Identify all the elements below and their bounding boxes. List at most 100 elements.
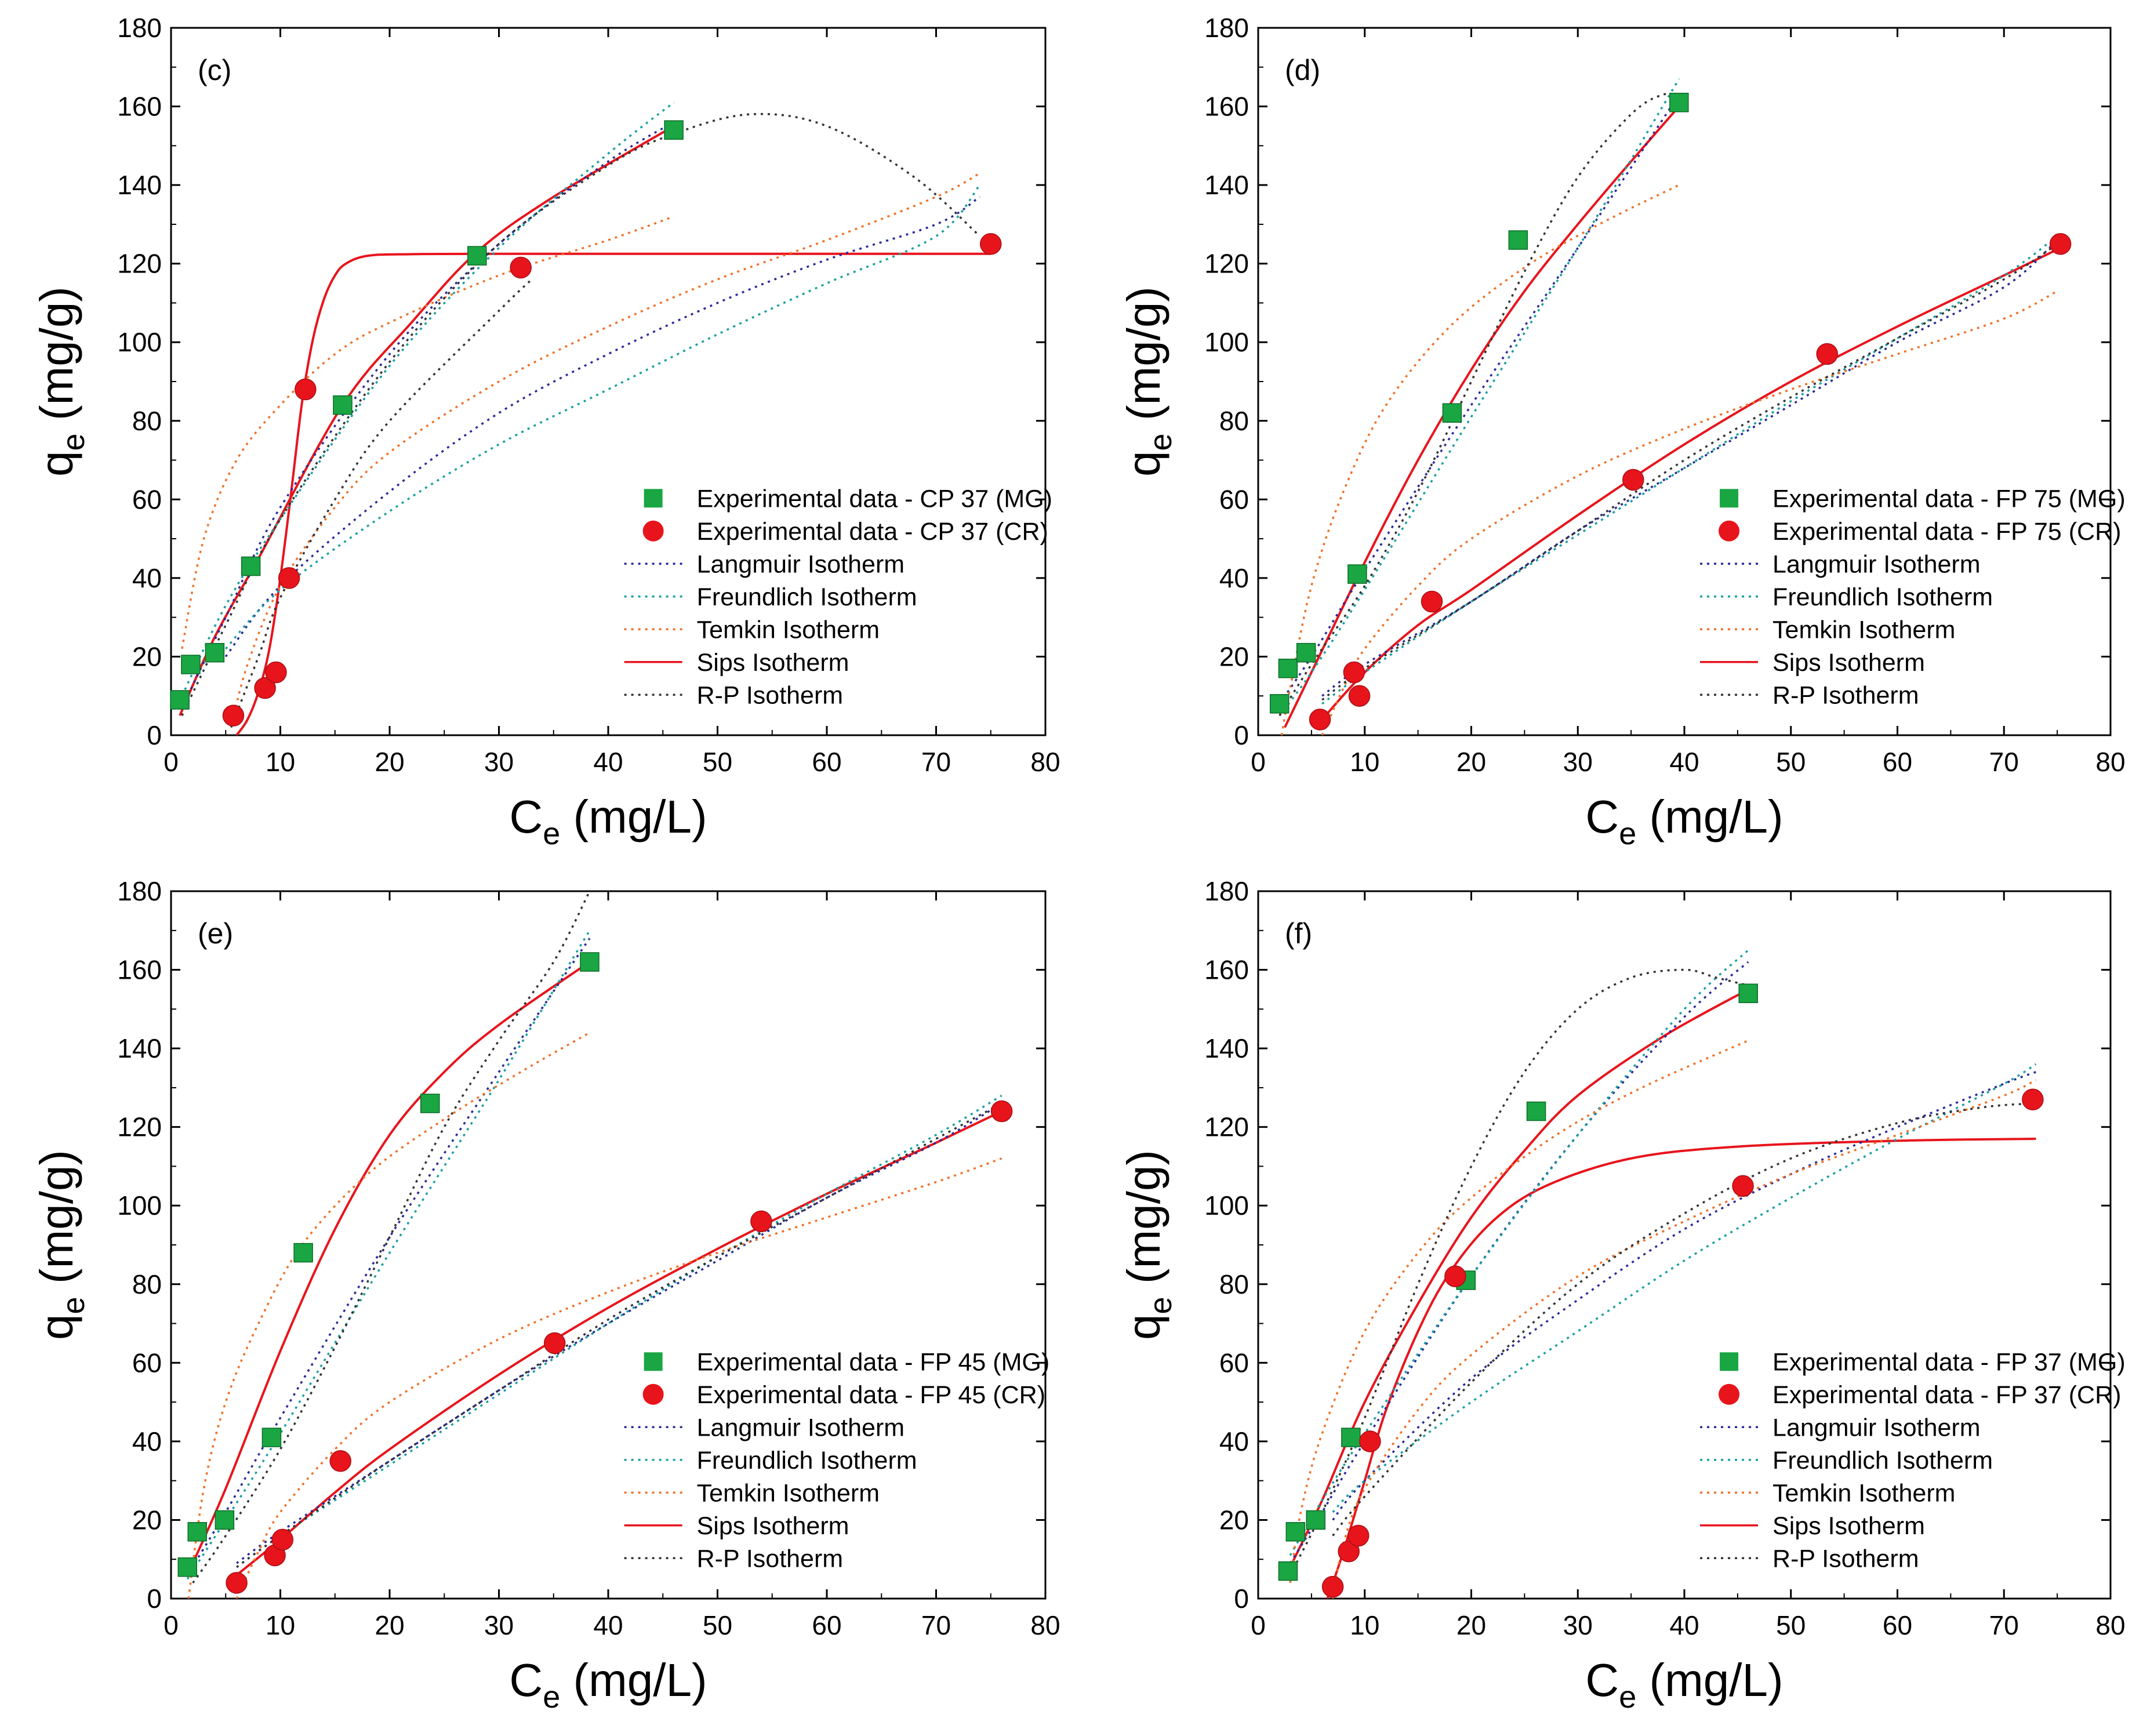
x-tick-label: 50 — [703, 747, 732, 777]
legend-label-sips: Sips Isotherm — [1772, 1512, 1925, 1540]
point-exp_mg — [181, 655, 201, 674]
y-axis-title: qe (mg/g) — [31, 286, 91, 477]
y-tick-label: 140 — [1204, 170, 1249, 200]
x-tick-label: 50 — [1776, 747, 1806, 777]
point-exp_cr — [226, 1572, 248, 1594]
fit-curve-freundlich_cr — [236, 1094, 1002, 1568]
x-axis-title: Ce (mg/L) — [509, 1654, 707, 1715]
panel-label: (c) — [198, 54, 231, 86]
point-exp_cr — [1816, 343, 1838, 365]
point-exp_cr — [1309, 709, 1331, 731]
legend-label-temkin: Temkin Isotherm — [1772, 1479, 1955, 1507]
legend: Experimental data - FP 45 (MG) Experiment… — [624, 1348, 1049, 1572]
fit-curve-langmuir_cr — [236, 1102, 1002, 1564]
point-exp_mg — [170, 690, 190, 710]
y-tick-label: 0 — [1234, 720, 1249, 750]
point-exp_mg — [1278, 659, 1298, 678]
fit-curve-temkin_mg — [187, 1032, 590, 1599]
legend-marker-circle — [642, 520, 664, 542]
point-exp_mg — [467, 246, 487, 266]
point-exp_cr — [254, 677, 276, 699]
legend-label-freundlich: Freundlich Isotherm — [1772, 1447, 1993, 1474]
legend-label-langmuir: Langmuir Isotherm — [697, 550, 905, 578]
fit-curve-langmuir_mg — [1289, 961, 1749, 1564]
y-tick-label: 20 — [132, 1505, 162, 1535]
x-tick-label: 20 — [1456, 1610, 1486, 1640]
y-tick-label: 60 — [132, 484, 162, 514]
fit-curve-freundlich_cr — [1332, 1063, 2037, 1513]
plot-frame — [1257, 27, 2112, 736]
y-tick-label: 40 — [1219, 1426, 1249, 1457]
x-tick-label: 20 — [375, 747, 404, 777]
y-tick-label: 100 — [117, 327, 162, 357]
y-axis-title: qe (mg/g) — [1118, 286, 1178, 477]
point-exp_cr — [1338, 1540, 1360, 1563]
point-exp_cr — [1348, 685, 1371, 707]
legend-label-sips: Sips Isotherm — [1772, 649, 1925, 677]
fit-curve-freundlich_cr — [1321, 235, 2058, 705]
fit-curve-langmuir_mg — [186, 938, 591, 1576]
fit-curve-temkin_cr — [230, 172, 980, 728]
panel-f: 0 10 20 30 40 50 60 70 80 0 20 40 60 80 100 120 140 160 18… — [1118, 876, 2126, 1715]
fit-curves — [1278, 78, 2061, 735]
y-tick-label: 40 — [132, 563, 162, 593]
plot-frame — [1257, 890, 2112, 1600]
fit-curve-sips_mg — [186, 961, 591, 1576]
point-exp_mg — [1347, 564, 1367, 584]
point-exp_mg — [1296, 642, 1316, 663]
y-tick-label: 20 — [1219, 641, 1249, 671]
legend-label-langmuir: Langmuir Isotherm — [1772, 1414, 1981, 1441]
fit-curve-temkin_mg — [1289, 1039, 1749, 1584]
y-tick-label: 180 — [117, 13, 162, 43]
fit-curve-sips_mg — [1284, 106, 1680, 728]
y-tick-label: 140 — [117, 1033, 162, 1063]
y-tick-label: 40 — [132, 1426, 162, 1457]
y-tick-label: 100 — [1204, 327, 1249, 357]
point-exp_mg — [261, 1428, 282, 1447]
x-tick-label: 80 — [1030, 1610, 1060, 1640]
x-tick-label: 80 — [2095, 1610, 2125, 1640]
x-tick-label: 40 — [1669, 1610, 1699, 1640]
legend-label-langmuir: Langmuir Isotherm — [697, 1414, 905, 1441]
legend-marker-circle — [642, 1383, 664, 1405]
x-tick-label: 50 — [1776, 1610, 1806, 1640]
point-exp_mg — [1285, 1522, 1306, 1542]
legend-label-rp: R-P Isotherm — [1772, 681, 1919, 709]
point-exp_mg — [1738, 983, 1758, 1003]
legend-label-temkin: Temkin Isotherm — [697, 616, 880, 644]
point-exp_cr — [222, 704, 245, 727]
fit-curve-rp_cr — [236, 1102, 1002, 1568]
point-exp_cr — [295, 378, 317, 401]
fit-curve-freundlich_cr — [224, 184, 981, 650]
legend-marker-circle — [1719, 520, 1740, 542]
fit-curve-sips_mg — [179, 125, 675, 716]
fit-curve-sips_mg — [1289, 988, 1749, 1568]
panel-e: 0 10 20 30 40 50 60 70 80 0 20 40 60 80 100 120 140 160 18… — [31, 876, 1060, 1715]
fit-curve-rp_mg — [1278, 93, 1680, 717]
y-tick-label: 20 — [1219, 1505, 1249, 1535]
point-exp_mg — [293, 1243, 313, 1263]
legend-label-freundlich: Freundlich Isotherm — [697, 583, 917, 611]
point-exp_cr — [1732, 1175, 1754, 1197]
fit-curve-temkin_cr — [235, 1157, 1002, 1599]
point-exp_cr — [1421, 590, 1443, 613]
y-axis-title: qe (mg/g) — [31, 1150, 91, 1340]
point-exp_cr — [1622, 468, 1644, 491]
point-exp_mg — [1508, 230, 1528, 250]
point-exp_cr — [750, 1210, 772, 1233]
x-tick-label: 60 — [812, 747, 841, 777]
x-tick-label: 10 — [266, 1610, 295, 1640]
point-exp_mg — [1526, 1101, 1546, 1121]
fit-curve-freundlich_mg — [181, 101, 675, 696]
fit-curve-rp_mg — [192, 891, 591, 1584]
x-axis-title: Ce (mg/L) — [509, 791, 707, 851]
fit-curves — [1289, 949, 2037, 1599]
x-tick-label: 10 — [266, 747, 295, 777]
legend-label-rp: R-P Isotherm — [1772, 1545, 1919, 1572]
x-tick-label: 30 — [484, 1610, 514, 1640]
point-exp_mg — [177, 1557, 198, 1577]
legend-marker-square — [644, 489, 663, 508]
legend-label-rp: R-P Isotherm — [697, 1545, 844, 1572]
legend-label-exp_mg: Experimental data - FP 37 (MG) — [1772, 1348, 2126, 1376]
point-exp_cr — [265, 661, 287, 684]
